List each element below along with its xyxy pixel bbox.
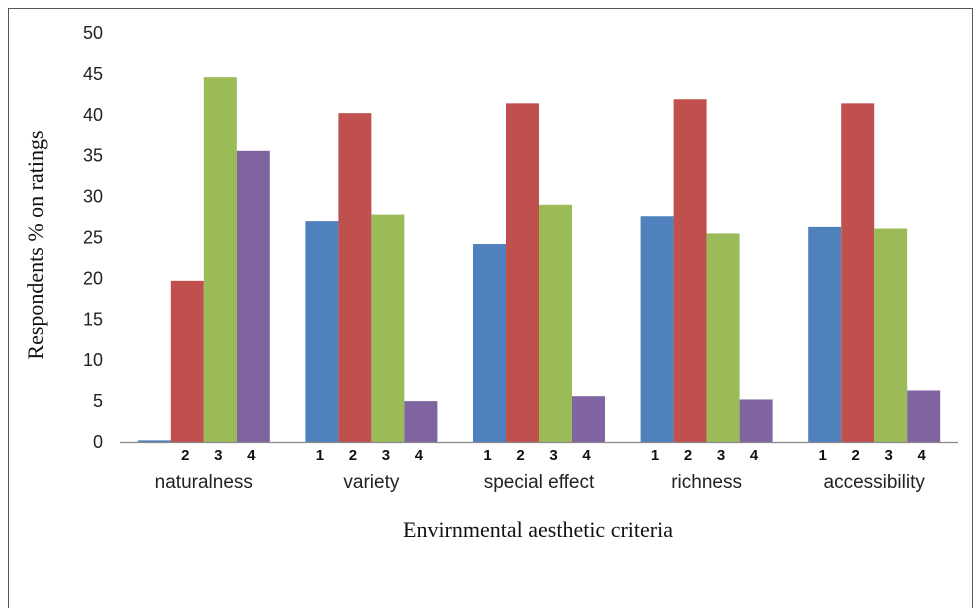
bar-accessibility-4: [907, 390, 941, 442]
y-axis-title: Respondents % on ratings: [23, 130, 48, 359]
bar-richness-3: [706, 233, 740, 442]
bar-special-effect-1: [473, 244, 506, 442]
y-tick-label: 35: [83, 146, 103, 166]
bar-number-label: 2: [516, 447, 524, 464]
category-label: naturalness: [155, 472, 253, 493]
bar-naturalness-1: [137, 440, 171, 442]
bar-special-effect-4: [572, 396, 605, 442]
bar-number-label: 4: [247, 447, 256, 464]
bar-naturalness-2: [170, 280, 204, 442]
y-tick-label: 30: [83, 187, 103, 207]
bar-number-label: 2: [349, 447, 357, 464]
bar-number-label: 4: [582, 447, 591, 464]
bar-variety-1: [305, 221, 339, 442]
bar-variety-2: [338, 113, 372, 442]
bar-number-label: 2: [181, 447, 189, 464]
y-tick-label: 15: [83, 309, 103, 329]
bar-number-label: 1: [483, 447, 491, 464]
bar-richness-4: [739, 399, 773, 442]
y-tick-label: 40: [83, 105, 103, 125]
bar-naturalness-4: [236, 150, 270, 443]
y-tick-label: 20: [83, 268, 103, 288]
bar-variety-3: [371, 214, 405, 442]
bar-number-label: 2: [684, 447, 692, 464]
y-tick-label: 45: [83, 64, 103, 84]
bar-number-label: 4: [918, 447, 927, 464]
bar-number-label: 1: [819, 447, 827, 464]
bar-number-label: 3: [549, 447, 557, 464]
bar-richness-1: [640, 216, 674, 442]
category-label: variety: [343, 472, 399, 493]
category-label: special effect: [484, 472, 595, 493]
bar-number-label: 3: [717, 447, 725, 464]
x-axis-title: Envirnmental aesthetic criteria: [403, 517, 673, 542]
category-label: richness: [671, 472, 742, 493]
bar-number-label: 1: [316, 447, 324, 464]
bar-number-label: 1: [651, 447, 659, 464]
y-axis-ticks: 0 5 10 15 20 25 30 35 40 45 50: [83, 23, 103, 452]
y-tick-label: 10: [83, 350, 103, 370]
y-tick-label: 5: [93, 391, 103, 411]
y-tick-label: 50: [83, 23, 103, 43]
bar-number-label: 3: [214, 447, 222, 464]
bar-number-label: 2: [852, 447, 860, 464]
bar-number-label: 3: [885, 447, 893, 464]
bar-number-label: 4: [750, 447, 759, 464]
chart-frame: [8, 8, 973, 608]
y-tick-label: 0: [93, 432, 103, 452]
bars: [137, 77, 941, 443]
category-labels: naturalness variety special effect richness…: [155, 472, 926, 493]
bar-accessibility-2: [841, 103, 875, 443]
bar-richness-2: [673, 99, 707, 443]
bar-accessibility-1: [808, 226, 842, 442]
bar-number-label: 3: [382, 447, 390, 464]
bar-accessibility-3: [874, 228, 908, 442]
bar-variety-4: [404, 401, 438, 442]
bar-naturalness-3: [203, 77, 237, 442]
bar-special-effect-2: [506, 103, 539, 443]
bar-number-label: 4: [415, 447, 424, 464]
category-label: accessibility: [824, 472, 926, 493]
bar-special-effect-3: [539, 204, 572, 442]
bar-number-labels: 2 3 4 1 2 3 4 1 2 3 4 1 2 3 4 1 2 3 4: [181, 447, 926, 464]
y-tick-label: 25: [83, 228, 103, 248]
